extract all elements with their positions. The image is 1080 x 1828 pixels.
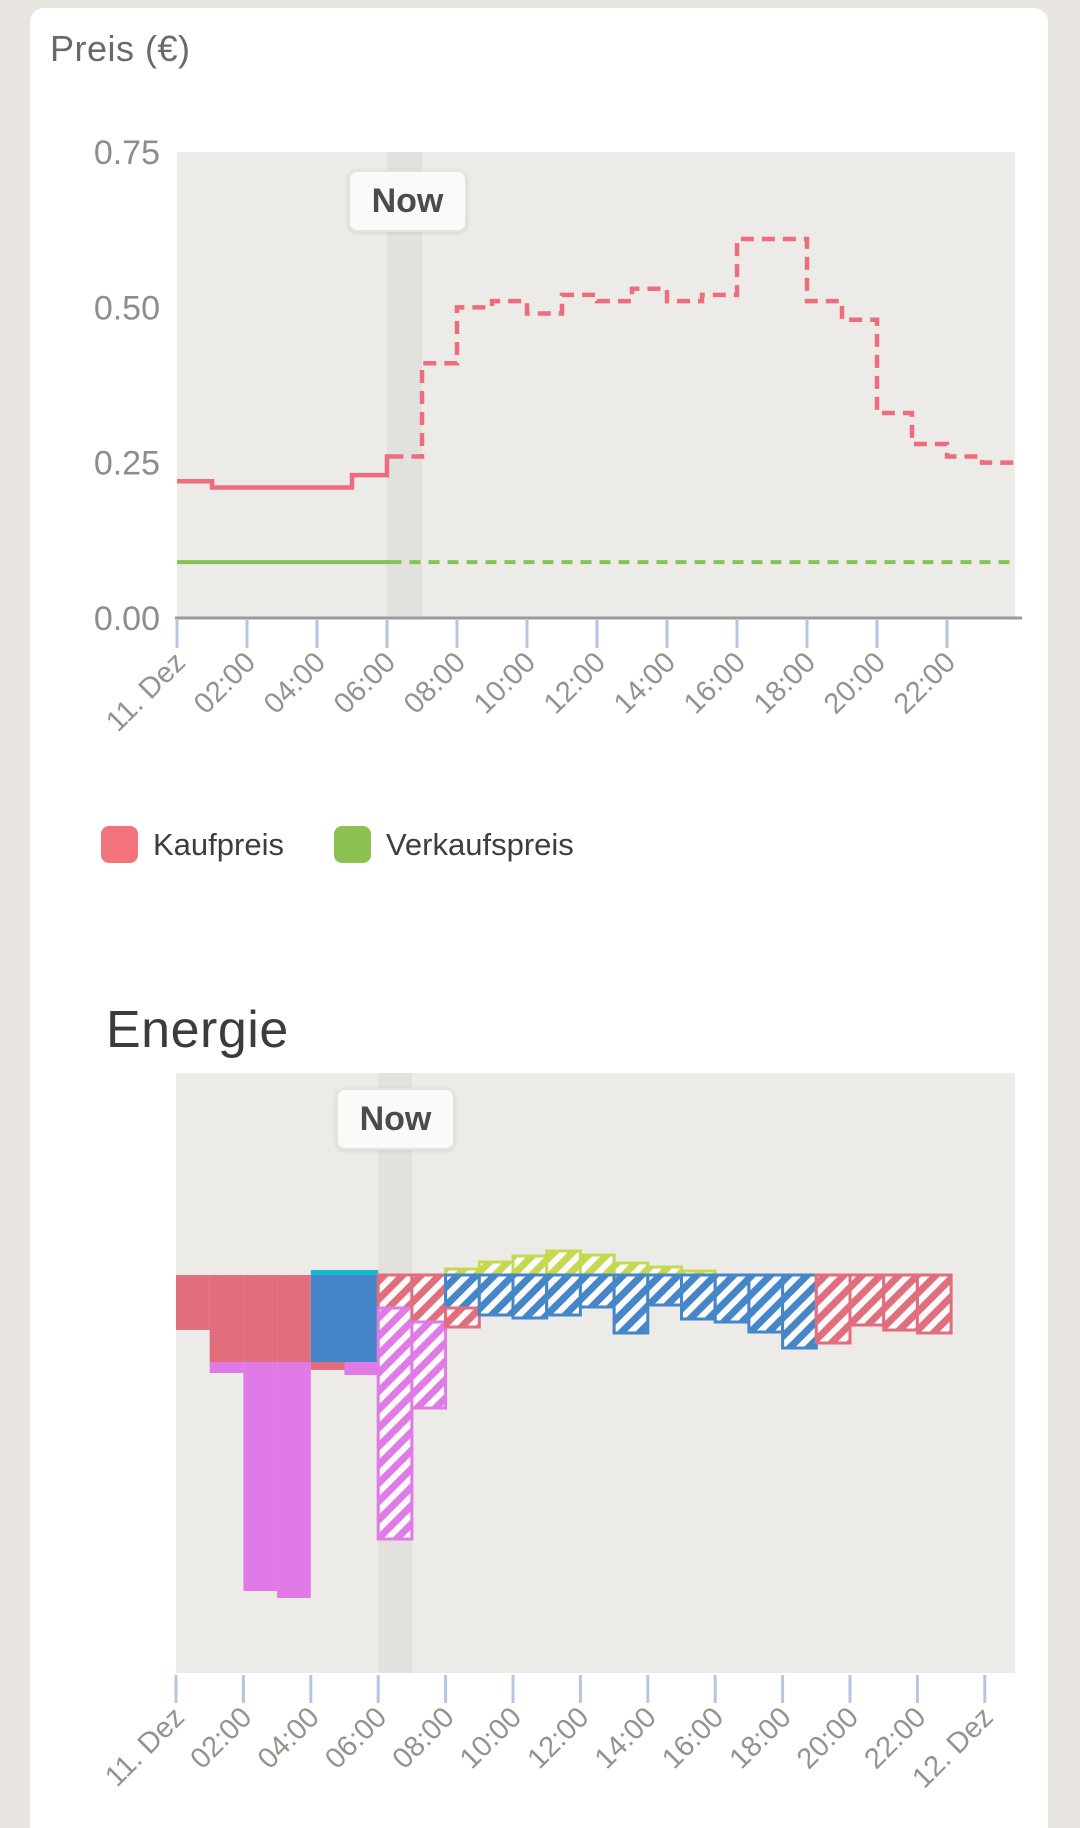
energy-bar-purple-h7 xyxy=(410,1320,448,1410)
price-x-tick-label: 16:00 xyxy=(678,646,752,720)
energy-bar-yellow-h11 xyxy=(545,1249,582,1277)
legend-item-kaufpreis[interactable]: Kaufpreis xyxy=(101,826,284,863)
energy-bar-blue-h12 xyxy=(578,1273,616,1309)
energy-bar-red-h4 xyxy=(310,1362,345,1370)
energy-bar-blue-h13 xyxy=(612,1273,650,1335)
price-plot-area[interactable] xyxy=(177,152,1015,618)
energy-bar-cyan-h4 xyxy=(310,1270,345,1275)
price-x-tick-label: 18:00 xyxy=(748,646,822,720)
energy-bar-purple-h1 xyxy=(209,1362,244,1373)
price-y-tick-label: 0.50 xyxy=(94,289,160,327)
price-x-tick-label: 04:00 xyxy=(258,646,332,720)
energy-bar-cyan-h5 xyxy=(344,1270,379,1275)
energy-bar-blue-h15 xyxy=(680,1273,717,1321)
kaufpreis-label: Kaufpreis xyxy=(153,826,284,862)
price-y-tick-label: 0.25 xyxy=(94,445,160,483)
energy-bar-blue-h5 xyxy=(344,1275,379,1362)
price-x-tick-label: 06:00 xyxy=(328,646,402,720)
price-chart-legend: Kaufpreis Verkaufspreis xyxy=(101,826,574,863)
energy-x-tick-label: 14:00 xyxy=(589,1701,663,1775)
kaufpreis-swatch xyxy=(101,826,138,863)
energy-bar-red-h7 xyxy=(410,1273,448,1324)
energy-bar-red-h3 xyxy=(277,1275,311,1362)
energy-x-tick-label: 20:00 xyxy=(791,1701,865,1775)
energy-bar-red-h20 xyxy=(848,1273,886,1327)
energy-bar-red-h19 xyxy=(814,1273,852,1345)
energy-x-tick-label: 11. Dez xyxy=(99,1701,191,1793)
price-x-tick-label: 20:00 xyxy=(818,646,892,720)
price-x-tick-label: 14:00 xyxy=(608,646,682,720)
price-x-tick-label: 22:00 xyxy=(888,646,962,720)
energy-bar-blue-h17 xyxy=(747,1273,785,1334)
energy-bar-blue-h16 xyxy=(713,1273,751,1324)
energy-now-badge: Now xyxy=(336,1088,455,1150)
price-x-tick-label: 08:00 xyxy=(398,646,472,720)
energy-bar-purple-h2 xyxy=(243,1362,278,1591)
verkaufspreis-swatch xyxy=(333,826,371,863)
energy-bar-purple-h5 xyxy=(344,1362,379,1375)
kaufpreis-line-forecast xyxy=(390,236,1017,465)
energy-bar-red-h2 xyxy=(243,1275,278,1362)
energy-x-tick-label: 02:00 xyxy=(184,1701,258,1775)
energy-bar-purple-h3 xyxy=(277,1362,311,1598)
energy-bar-blue-h8 xyxy=(444,1273,481,1310)
energy-x-tick-label: 12:00 xyxy=(521,1701,595,1775)
price-x-tick-label: 12:00 xyxy=(538,646,612,720)
energy-bar-red-h21 xyxy=(882,1273,919,1332)
energy-bar-blue-h10 xyxy=(511,1273,549,1320)
energy-bar-blue-h9 xyxy=(477,1273,515,1317)
price-y-tick-label: 0.75 xyxy=(94,134,160,172)
energy-bar-yellow-h13 xyxy=(612,1261,650,1277)
energy-bar-blue-h4 xyxy=(310,1275,345,1362)
energy-bar-yellow-h10 xyxy=(511,1254,549,1277)
legend-item-verkaufspreis[interactable]: Verkaufspreis xyxy=(333,826,574,863)
energy-x-tick-label: 04:00 xyxy=(252,1701,326,1775)
price-x-tick-label: 10:00 xyxy=(468,646,542,720)
energy-bar-yellow-h9 xyxy=(477,1260,515,1277)
energy-bar-red-h0 xyxy=(176,1275,210,1330)
energy-plot-area[interactable] xyxy=(176,1073,1015,1673)
energy-bar-red-h22 xyxy=(915,1273,953,1335)
verkaufspreis-label: Verkaufspreis xyxy=(385,826,574,862)
price-x-tick-label: 02:00 xyxy=(188,646,262,720)
energy-bar-blue-h18 xyxy=(781,1273,818,1350)
kaufpreis-line-history xyxy=(177,454,391,490)
energy-bar-purple-h6 xyxy=(376,1306,414,1541)
price-x-tick-label: 11. Dez xyxy=(100,646,192,738)
energy-bar-blue-h11 xyxy=(545,1273,582,1317)
energy-x-tick-label: 08:00 xyxy=(387,1701,461,1775)
energy-chart-title: Energie xyxy=(106,1001,289,1059)
energy-bar-red-h6 xyxy=(376,1273,414,1310)
price-chart-title: Preis (€) xyxy=(50,28,191,69)
energy-bar-red-h8 xyxy=(444,1306,481,1329)
energy-bar-red-h1 xyxy=(209,1275,244,1362)
energy-bar-blue-h14 xyxy=(646,1273,683,1307)
price-now-badge: Now xyxy=(348,170,467,232)
energy-x-tick-label: 16:00 xyxy=(656,1701,730,1775)
energy-bar-yellow-h12 xyxy=(578,1253,616,1277)
price-y-tick-label: 0.00 xyxy=(94,600,160,638)
energy-x-tick-label: 10:00 xyxy=(454,1701,528,1775)
energy-x-tick-label: 06:00 xyxy=(319,1701,393,1775)
energy-x-tick-label: 18:00 xyxy=(724,1701,798,1775)
